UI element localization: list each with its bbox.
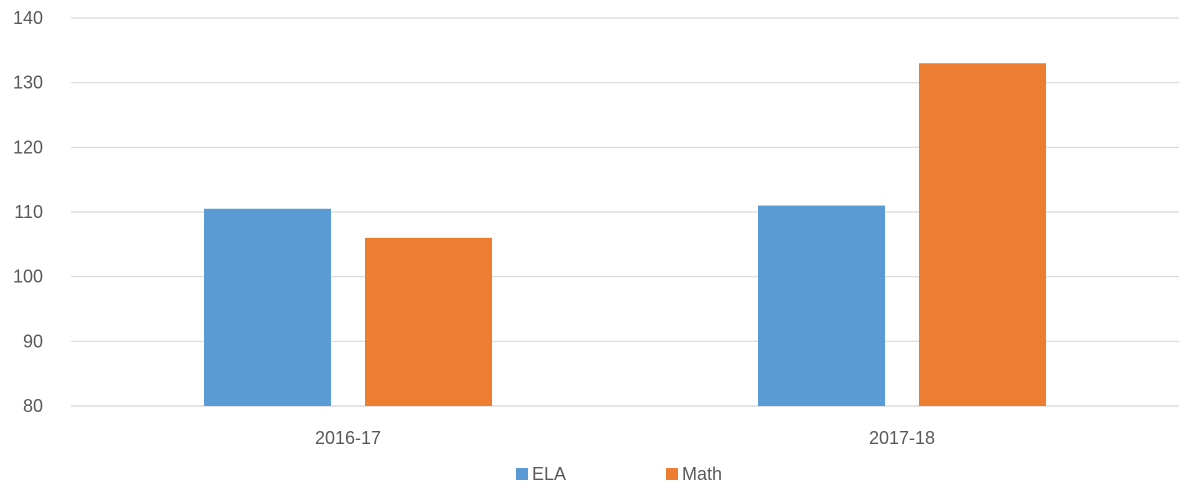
legend-label-math: Math (682, 464, 722, 484)
y-tick-label: 100 (13, 267, 43, 287)
bar-ela-2016-17 (204, 208, 331, 406)
y-tick-label: 130 (13, 73, 43, 93)
y-axis-tick-labels: 80 90 100 110 120 130 140 (13, 8, 43, 416)
legend-swatch-ela (516, 468, 528, 480)
y-tick-label: 140 (13, 8, 43, 28)
y-tick-label: 80 (23, 396, 43, 416)
bar-math-2017-18 (919, 63, 1046, 407)
bar-ela-2017-18 (758, 205, 885, 406)
legend-swatch-math (666, 468, 678, 480)
legend: ELA Math (516, 464, 722, 484)
x-category-label: 2016-17 (315, 428, 381, 448)
y-tick-label: 90 (23, 331, 43, 351)
bars (204, 63, 1046, 407)
y-tick-label: 120 (13, 137, 43, 157)
bar-math-2016-17 (365, 237, 492, 406)
x-axis-category-labels: 2016-17 2017-18 (315, 428, 935, 448)
legend-label-ela: ELA (532, 464, 566, 484)
x-category-label: 2017-18 (869, 428, 935, 448)
y-tick-label: 110 (14, 202, 43, 222)
